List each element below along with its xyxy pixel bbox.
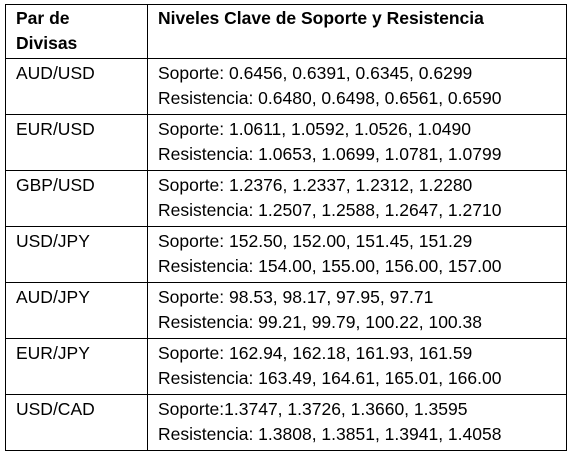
table-row: AUD/USD Soporte: 0.6456, 0.6391, 0.6345,… [5,58,567,115]
resistance-levels: Resistencia: 163.49, 164.61, 165.01, 166… [158,368,502,388]
currency-pair-cell: EUR/USD [5,114,148,171]
resistance-levels: Resistencia: 1.2507, 1.2588, 1.2647, 1.2… [158,200,502,220]
header-currency-pair: Par de Divisas [5,4,148,59]
levels-cell: Soporte: 1.2376, 1.2337, 1.2312, 1.2280 … [147,170,567,227]
levels-cell: Soporte: 1.0611, 1.0592, 1.0526, 1.0490 … [147,114,567,171]
currency-pair-cell: GBP/USD [5,170,148,227]
support-levels: Soporte:1.3747, 1.3726, 1.3660, 1.3595 [158,399,468,419]
levels-cell: Soporte: 98.53, 98.17, 97.95, 97.71 Resi… [147,282,567,339]
currency-pair-cell: AUD/JPY [5,282,148,339]
levels-cell: Soporte: 152.50, 152.00, 151.45, 151.29 … [147,226,567,283]
currency-pair-cell: AUD/USD [5,58,148,115]
header-key-levels: Niveles Clave de Soporte y Resistencia [147,4,567,59]
table-row: USD/JPY Soporte: 152.50, 152.00, 151.45,… [5,226,567,283]
levels-cell: Soporte: 162.94, 162.18, 161.93, 161.59 … [147,338,567,395]
resistance-levels: Resistencia: 154.00, 155.00, 156.00, 157… [158,256,502,276]
header-currency-pair-line2: Divisas [16,33,78,53]
resistance-levels: Resistencia: 1.0653, 1.0699, 1.0781, 1.0… [158,144,502,164]
table-row: AUD/JPY Soporte: 98.53, 98.17, 97.95, 97… [5,282,567,339]
support-levels: Soporte: 1.0611, 1.0592, 1.0526, 1.0490 [158,119,471,139]
table-row: USD/CAD Soporte:1.3747, 1.3726, 1.3660, … [5,394,567,451]
levels-cell: Soporte:1.3747, 1.3726, 1.3660, 1.3595 R… [147,394,567,451]
table-row: GBP/USD Soporte: 1.2376, 1.2337, 1.2312,… [5,170,567,227]
header-currency-pair-line1: Par de [16,8,70,28]
support-levels: Soporte: 1.2376, 1.2337, 1.2312, 1.2280 [158,175,473,195]
currency-pair-cell: USD/CAD [5,394,148,451]
resistance-levels: Resistencia: 0.6480, 0.6498, 0.6561, 0.6… [158,88,502,108]
support-levels: Soporte: 152.50, 152.00, 151.45, 151.29 [158,231,473,251]
table-row: EUR/USD Soporte: 1.0611, 1.0592, 1.0526,… [5,114,567,171]
currency-pair-cell: USD/JPY [5,226,148,283]
resistance-levels: Resistencia: 99.21, 99.79, 100.22, 100.3… [158,312,482,332]
currency-pair-cell: EUR/JPY [5,338,148,395]
support-levels: Soporte: 98.53, 98.17, 97.95, 97.71 [158,287,434,307]
table-header-row: Par de Divisas Niveles Clave de Soporte … [5,4,567,59]
table-row: EUR/JPY Soporte: 162.94, 162.18, 161.93,… [5,338,567,395]
levels-cell: Soporte: 0.6456, 0.6391, 0.6345, 0.6299 … [147,58,567,115]
levels-table: Par de Divisas Niveles Clave de Soporte … [5,4,567,451]
support-levels: Soporte: 162.94, 162.18, 161.93, 161.59 [158,343,473,363]
resistance-levels: Resistencia: 1.3808, 1.3851, 1.3941, 1.4… [158,424,502,444]
support-levels: Soporte: 0.6456, 0.6391, 0.6345, 0.6299 [158,63,473,83]
